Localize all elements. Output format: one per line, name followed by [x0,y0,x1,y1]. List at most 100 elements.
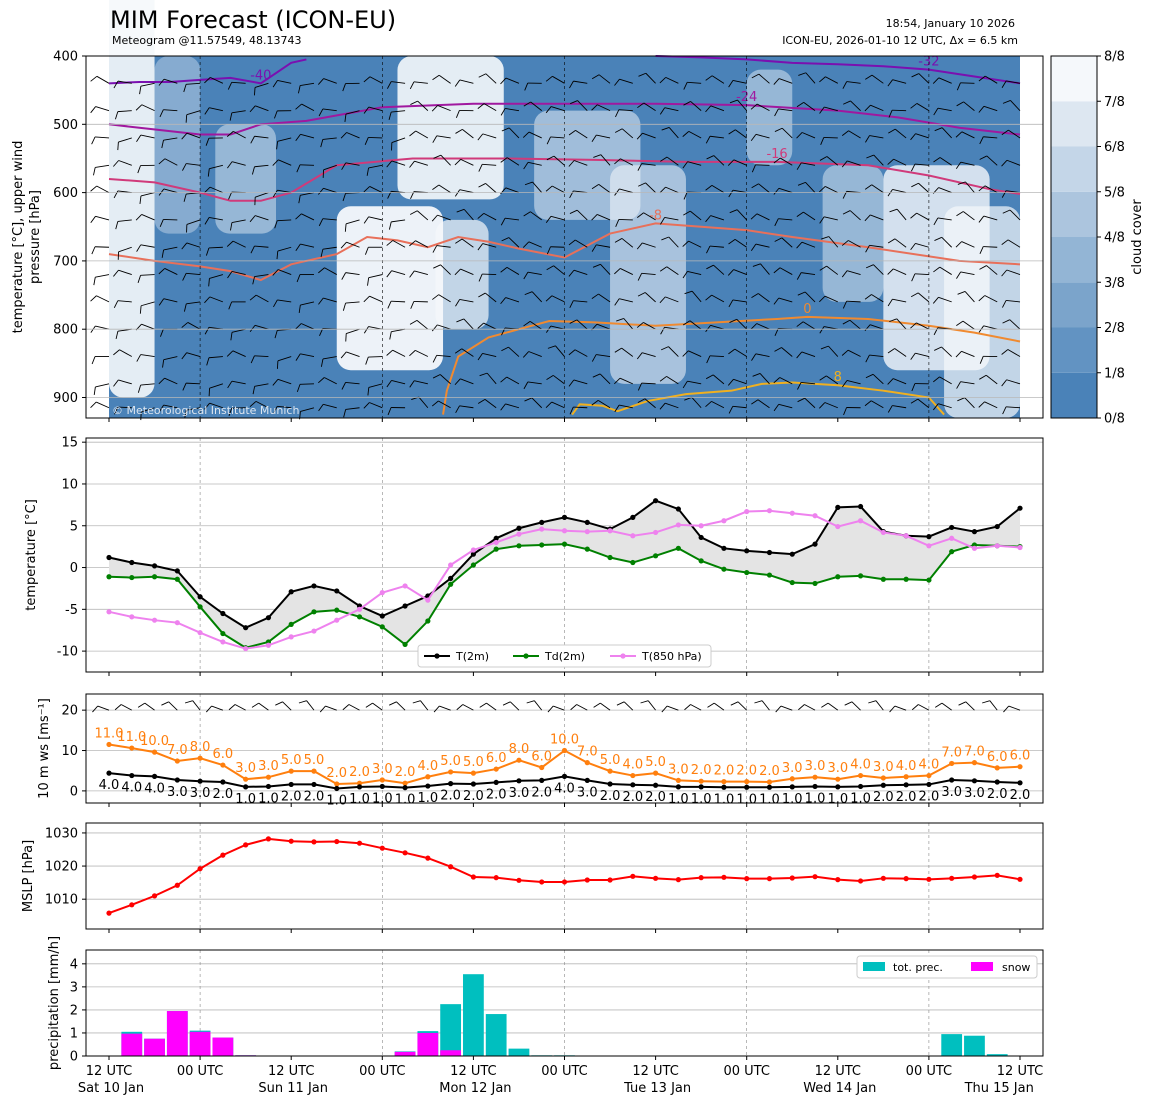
gust-data-label: 5.0 [463,755,484,770]
x-tick-label: 00 UTC [359,1064,405,1079]
wind-data-label: 2.0 [531,785,552,800]
wind-barb-feather [363,106,370,114]
colorbar-tick-label: 8/8 [1104,50,1125,65]
wind-barb-feather [431,214,438,222]
wind-barb-feather [206,357,210,366]
wind-barb-feather [934,346,942,351]
wind-barb [231,380,246,385]
wind-barb-feather [249,325,256,332]
wind-barb-feather [113,349,120,356]
data-point [744,784,750,790]
wind-barb-feather [363,186,371,193]
data-point [334,781,340,787]
data-point [880,576,886,582]
wind-barb [732,189,747,194]
wind-barb-feather [705,136,711,144]
wind-barb-feather [274,330,278,339]
wind-barb-feather [911,182,919,188]
data-point [356,606,363,612]
mslp-point [630,873,636,879]
wind-barb [802,321,816,330]
x-day-label: Tue 13 Jan [623,1081,691,1096]
data-point [926,772,932,779]
wind-barb [666,376,679,385]
wind-barb [804,704,816,711]
wind-barb-feather [1001,379,1007,387]
wind-data-label: 1.0 [714,792,735,807]
data-point [106,554,112,561]
wind-barb [485,292,497,303]
wind-data-label: 4.0 [144,781,165,796]
wind-barb [778,108,793,112]
wind-barb-feather [117,142,119,151]
data-point [265,783,272,790]
wind-barb [345,162,360,166]
wind-barb-feather [296,274,301,283]
wind-barb-feather [978,106,985,113]
wind-barb-feather [526,700,535,704]
mslp-point [744,876,750,882]
mslp-point [607,877,613,883]
wind-barb-feather [431,324,438,332]
wind-barb-feather [1002,209,1011,214]
wind-barb-feather [910,243,916,251]
wind-barb-feather [889,705,896,713]
wind-barb [1009,209,1021,221]
mslp-point [949,875,955,881]
wind-barb-feather [455,299,460,307]
wind-barb-feather [932,403,939,411]
wind-barb-feather [432,184,440,191]
data-point [106,741,112,748]
gust-data-label: 10.0 [140,734,169,749]
data-point [789,784,795,790]
wind-barb-feather [204,186,211,194]
wind-barb [916,103,930,112]
wind-barb [96,185,110,194]
wind-barb-feather [819,375,827,381]
gust-data-label: 5.0 [304,753,325,768]
wind-barb [391,219,406,223]
wind-barb-feather [640,700,649,704]
wind-barb [965,181,975,193]
wind-barb-feather [296,164,301,173]
snow-bar [144,1038,165,1056]
wind-barb-feather [433,154,442,159]
wind-barb [984,185,998,193]
wind-data-label: 1.0 [668,792,689,807]
wind-barb [871,74,884,84]
mslp-point [220,852,226,858]
isotherm-line [442,315,1021,415]
wind-barb [163,188,178,194]
wind-barb [95,215,110,221]
wind-data-label: 3.0 [190,786,211,801]
wind-barb-feather [568,349,576,356]
wind-barb-feather [454,378,461,386]
wind-barb [300,301,315,306]
wind-barb-feather [320,358,324,367]
wind-barb [690,101,702,111]
wind-barb-feather [773,377,781,384]
wind-barb [140,383,155,386]
wind-barb-feather [158,158,166,165]
y-tick-label: 400 [53,50,78,65]
legend-label: Td(2m) [544,650,585,663]
wind-barb [391,137,406,143]
wind-barb [323,78,337,84]
data-point [812,783,818,790]
wind-barb [827,702,839,711]
wind-barb-feather [865,354,870,363]
wind-barb [306,700,315,711]
gust-data-label: 3.0 [782,761,803,776]
wind-barb-feather [295,243,301,251]
wind-barb-feather [843,407,847,416]
wind-barb [575,129,588,139]
wind-data-label: 3.0 [964,786,985,801]
mslp-point [926,876,932,882]
wind-data-label: 1.0 [395,793,416,808]
wind-barb-feather [208,278,210,287]
gust-data-label: 2.0 [714,764,735,779]
wind-barb-feather [820,345,829,350]
wind-barb-feather [796,241,803,249]
wind-barb-feather [659,77,666,84]
wind-barb-feather [934,236,942,241]
